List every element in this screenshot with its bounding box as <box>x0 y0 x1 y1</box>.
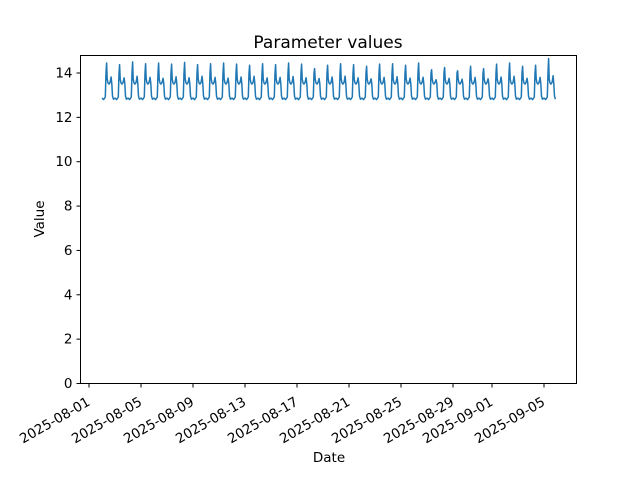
chart-title: Parameter values <box>253 33 402 53</box>
y-tick-label: 2 <box>64 332 73 348</box>
y-tick-label: 0 <box>64 376 73 392</box>
y-tick-label: 6 <box>64 243 73 259</box>
y-tick-label: 14 <box>55 66 72 82</box>
y-tick-label: 10 <box>55 154 72 170</box>
y-tick-label: 4 <box>64 287 73 303</box>
y-tick-label: 12 <box>55 110 72 126</box>
y-tick-label: 8 <box>64 199 73 215</box>
axis-ticks: 024681012142025-08-012025-08-052025-08-0… <box>17 66 548 448</box>
data-series-layer <box>101 57 557 101</box>
x-axis-label: Date <box>313 450 345 466</box>
y-axis-label: Value <box>32 200 48 237</box>
parameter-line-series <box>101 57 557 101</box>
plot-area-frame <box>80 55 577 384</box>
